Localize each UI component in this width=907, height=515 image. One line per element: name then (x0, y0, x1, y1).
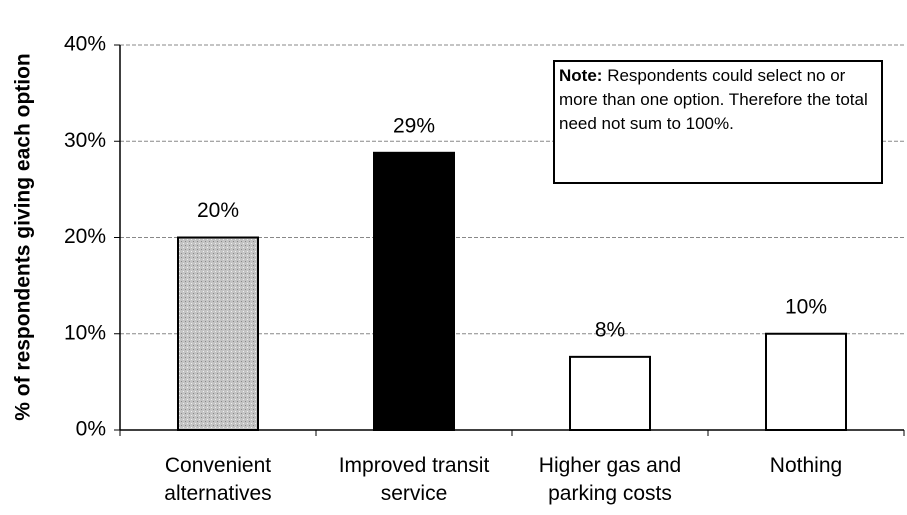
value-label: 29% (393, 114, 435, 137)
x-tick-label: Improved transit service (338, 454, 490, 505)
value-label: 8% (595, 318, 625, 341)
value-label: 20% (197, 199, 239, 222)
x-tick-label: Convenient alternatives (164, 454, 272, 505)
note: Note: Respondents could select no or mor… (553, 60, 883, 184)
note-label: Note: (559, 66, 603, 85)
y-tick-label: 40% (64, 33, 106, 56)
bar (177, 236, 259, 431)
y-tick-label: 30% (64, 129, 106, 152)
y-axis-label: % of respondents giving each option (12, 53, 35, 421)
x-tick-label: Nothing (769, 454, 843, 477)
y-tick-label: 10% (64, 321, 106, 344)
x-tick-label: Higher gas and parking costs (538, 454, 682, 505)
y-tick-label: 0% (76, 418, 106, 441)
bar (569, 355, 651, 432)
note-text: Respondents could select no or more than… (559, 66, 868, 133)
bar (765, 332, 847, 431)
y-tick-label: 20% (64, 225, 106, 248)
bar (373, 151, 455, 432)
value-label: 10% (785, 295, 827, 318)
